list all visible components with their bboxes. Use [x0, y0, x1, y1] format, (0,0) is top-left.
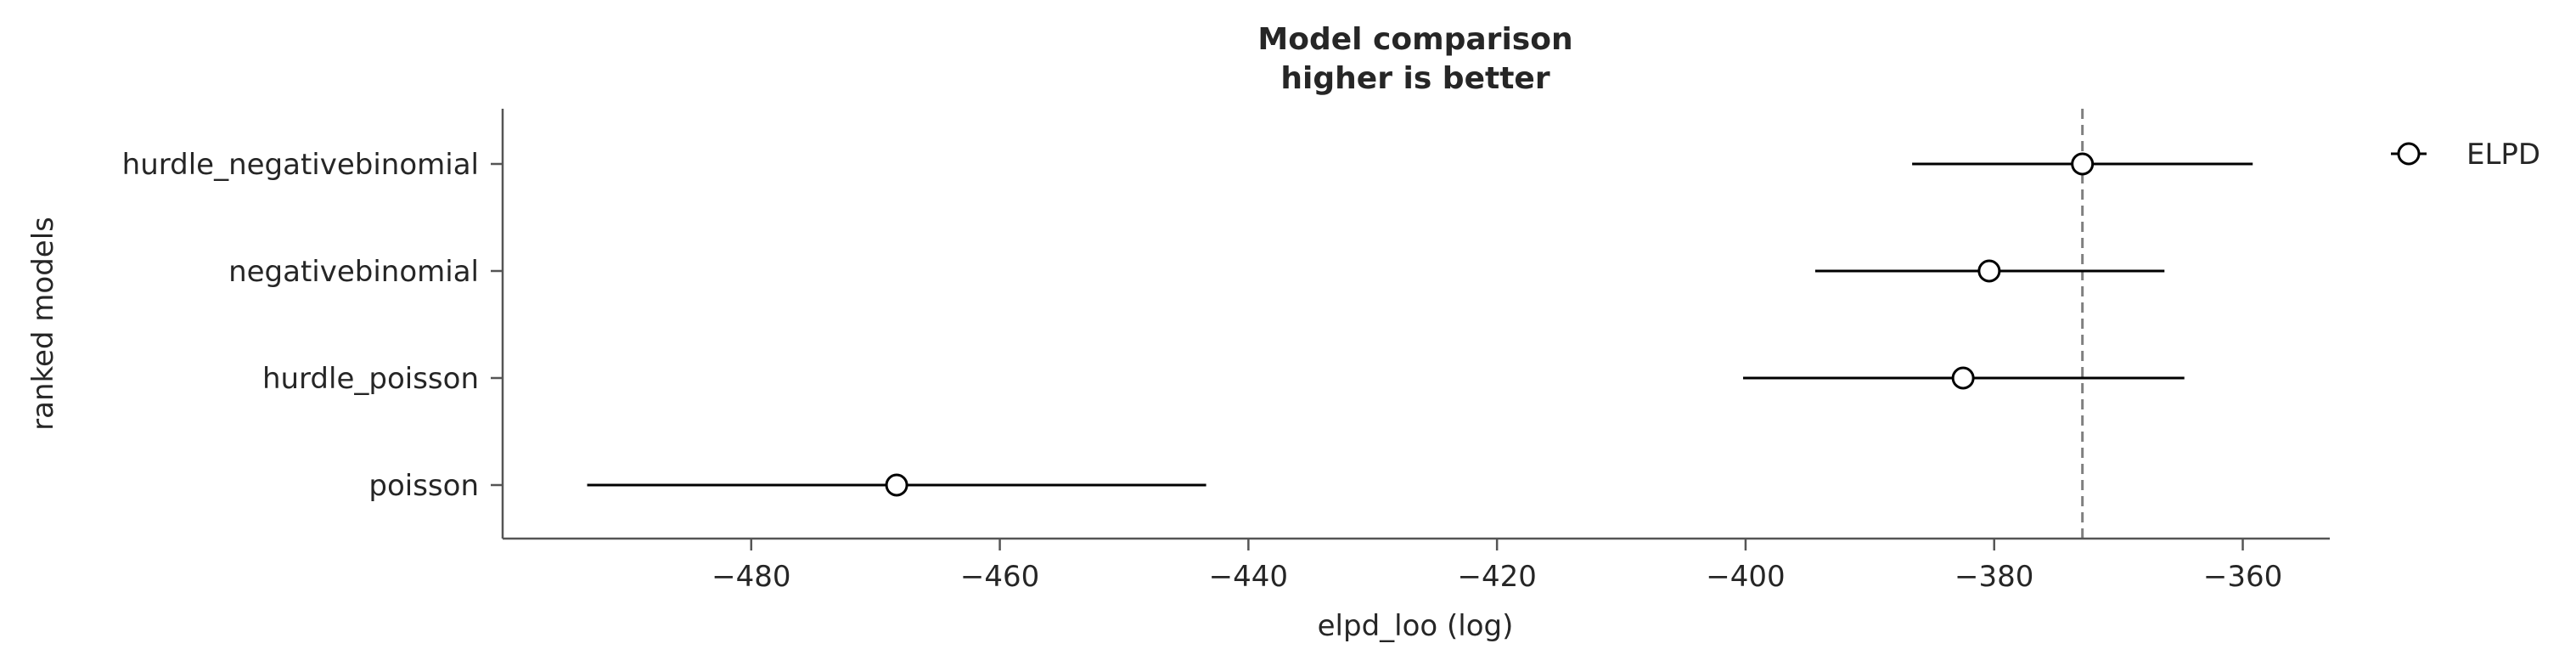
- x-tick-label: −480: [711, 560, 790, 594]
- legend-label-elpd: ELPD: [2466, 138, 2540, 172]
- x-tick-label: −360: [2203, 560, 2282, 594]
- elpd-point-hurdle_poisson: [1951, 366, 1975, 390]
- x-axis-ticks: −480 −460 −440 −420 −400 −380 −360: [711, 539, 2282, 594]
- elpd-point-negativebinomial: [1977, 259, 2001, 283]
- x-tick-label: −420: [1457, 560, 1536, 594]
- chart-title: Model comparison: [1257, 22, 1572, 57]
- x-tick-label: −400: [1706, 560, 1785, 594]
- legend-marker-icon: [2397, 142, 2421, 166]
- y-tick-label-hurdle_negativebinomial: hurdle_negativebinomial: [122, 148, 479, 182]
- elpd-point-poisson: [885, 473, 908, 497]
- chart-subtitle: higher is better: [1280, 61, 1550, 96]
- elpd-point-hurdle_negativebinomial: [2071, 152, 2095, 176]
- y-axis-label: ranked models: [26, 217, 60, 431]
- y-tick-label-negativebinomial: negativebinomial: [228, 255, 479, 289]
- y-tick-label-poisson: poisson: [368, 469, 479, 503]
- plot-area: [587, 109, 2253, 539]
- y-tick-label-hurdle_poisson: hurdle_poisson: [262, 362, 479, 396]
- x-axis-label: elpd_loo (log): [1318, 609, 1514, 643]
- x-tick-label: −460: [960, 560, 1039, 594]
- legend: ELPD: [2391, 138, 2540, 172]
- y-axis-ticks: hurdle_negativebinomial negativebinomial h…: [122, 148, 503, 503]
- x-tick-label: −440: [1209, 560, 1288, 594]
- x-tick-label: −380: [1954, 560, 2033, 594]
